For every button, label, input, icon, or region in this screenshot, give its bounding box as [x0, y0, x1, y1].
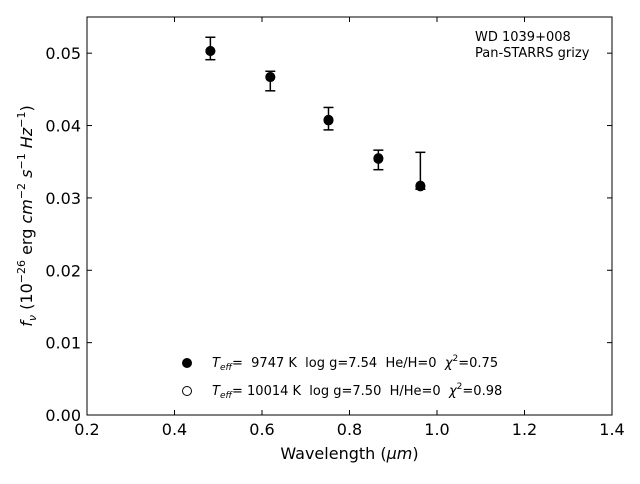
y-tick-label: 0.00 [45, 406, 81, 425]
model-open-circle-points [205, 46, 426, 191]
y-tick-label: 0.02 [45, 261, 81, 280]
model-filled-circle-points [205, 46, 426, 192]
model-filled-point [265, 72, 276, 83]
x-tick-label: 1.2 [512, 420, 537, 439]
legend-entry-2: Teff= 10014 K log g=7.50 H/He=0 χ2=0.98 [212, 382, 502, 401]
model-filled-point [205, 46, 216, 57]
legend-open-circle-marker [182, 386, 192, 396]
x-tick-label: 0.8 [337, 420, 362, 439]
object-name-annotation: WD 1039+008 [475, 30, 571, 45]
model-filled-point [415, 181, 426, 192]
x-tick-label: 1.0 [424, 420, 449, 439]
x-tick-label: 0.6 [249, 420, 274, 439]
y-axis-label: fν (10−26 erg cm−2 s−1 Hz−1) [15, 105, 39, 326]
survey-name-annotation: Pan-STARRS grizy [475, 46, 590, 61]
y-tick-label: 0.01 [45, 334, 81, 353]
y-axis-ticks: 0.00 0.01 0.02 0.03 0.04 0.05 [45, 44, 612, 425]
y-tick-label: 0.04 [45, 117, 81, 136]
model-filled-point [323, 115, 334, 126]
y-tick-label: 0.03 [45, 189, 81, 208]
legend-filled-circle-marker [182, 358, 192, 368]
x-axis-ticks: 0.2 0.4 0.6 0.8 1.0 1.2 1.4 [74, 17, 625, 439]
x-axis-label: Wavelength (μm) [280, 444, 418, 463]
x-tick-label: 0.4 [162, 420, 187, 439]
x-tick-label: 1.4 [599, 420, 624, 439]
legend: Teff= 9747 K log g=7.54 He/H=0 χ2=0.75 T… [182, 354, 502, 401]
error-bars [205, 36, 426, 190]
x-tick-label: 0.2 [74, 420, 99, 439]
legend-entry-1: Teff= 9747 K log g=7.54 He/H=0 χ2=0.75 [212, 354, 498, 373]
y-tick-label: 0.05 [45, 44, 81, 63]
model-filled-point [373, 153, 384, 164]
